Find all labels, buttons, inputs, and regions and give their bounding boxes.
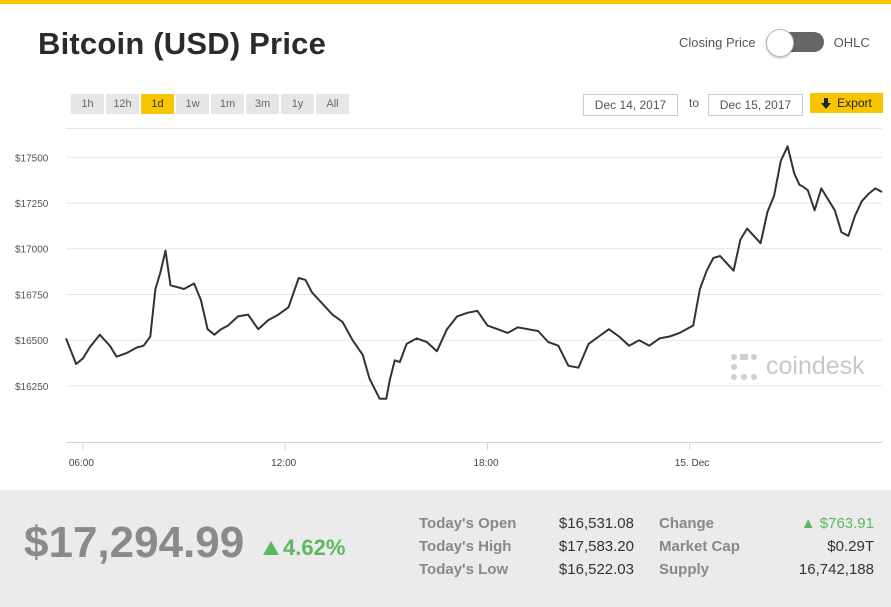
- stat-label: Today's Low: [419, 561, 509, 578]
- stat-value: $17,583.20: [558, 538, 634, 555]
- range-button-all[interactable]: All: [316, 94, 349, 114]
- range-button-1y[interactable]: 1y: [281, 94, 314, 114]
- page-title: Bitcoin (USD) Price: [38, 26, 327, 61]
- range-button-12h[interactable]: 12h: [106, 94, 139, 114]
- coindesk-wordmark: coindesk: [766, 352, 865, 380]
- coindesk-logo-icon: [731, 353, 757, 380]
- price-chart: $17500 $17250 $17000 $16750 $16500 $16250 06:…: [15, 128, 883, 469]
- up-triangle-icon: [263, 541, 279, 555]
- y-tick-label: $17000: [15, 245, 49, 256]
- toggle-knob[interactable]: [765, 29, 794, 57]
- stat-value: $763.91: [819, 515, 874, 532]
- x-tick-label: 06:00: [69, 458, 94, 469]
- stat-value: $16,522.03: [558, 561, 634, 578]
- percent-change-value: 4.62%: [283, 535, 346, 560]
- stat-row-market-cap: Market Cap $0.29T: [659, 535, 874, 558]
- stat-label: Today's High: [419, 538, 512, 555]
- price-line: [65, 145, 883, 400]
- price-summary-panel: $17,294.99 4.62% Today's Open $16,531.08 …: [0, 490, 891, 607]
- x-tick-label: 18:00: [473, 458, 498, 469]
- stat-row-open: Today's Open $16,531.08: [419, 512, 634, 535]
- stat-label: Change: [659, 515, 715, 532]
- stat-value: $0.29T: [827, 538, 874, 555]
- date-to-separator: to: [689, 96, 700, 110]
- top-accent-bar: [0, 0, 891, 4]
- stats-right: Change ▲ $763.91 Market Cap $0.29T Supply 1…: [659, 512, 874, 581]
- y-tick-label: $17250: [15, 199, 49, 210]
- price-mode-toggle-group: Closing Price OHLC: [679, 29, 870, 57]
- price-mode-toggle[interactable]: [765, 29, 824, 57]
- coindesk-watermark: coindesk: [730, 352, 865, 381]
- stat-label: Market Cap: [659, 538, 740, 555]
- ohlc-label[interactable]: OHLC: [833, 34, 870, 50]
- x-axis: 06:00 12:00 18:00 15. Dec: [66, 442, 882, 469]
- date-from-input[interactable]: Dec 14, 2017: [583, 94, 678, 116]
- stat-label: Today's Open: [419, 515, 517, 532]
- y-tick-label: $17500: [15, 153, 49, 164]
- stats-left: Today's Open $16,531.08 Today's High $17,5…: [419, 512, 634, 581]
- range-button-1w[interactable]: 1w: [176, 94, 209, 114]
- stat-row-high: Today's High $17,583.20: [419, 535, 634, 558]
- stat-label: Supply: [659, 561, 710, 578]
- y-tick-label: $16500: [15, 336, 49, 347]
- y-axis: $17500 $17250 $17000 $16750 $16500 $16250: [15, 153, 49, 393]
- closing-price-label[interactable]: Closing Price: [679, 34, 756, 50]
- percent-change: 4.62%: [263, 535, 345, 561]
- x-tick-label: 15. Dec: [675, 458, 709, 469]
- date-to-input[interactable]: Dec 15, 2017: [708, 94, 803, 116]
- current-price: $17,294.99: [24, 518, 245, 567]
- range-button-3m[interactable]: 3m: [246, 94, 279, 114]
- chart-grid: [66, 128, 882, 387]
- stat-value: $16,531.08: [558, 515, 634, 532]
- stat-row-supply: Supply 16,742,188: [659, 558, 874, 581]
- range-button-1d[interactable]: 1d: [141, 94, 174, 114]
- change-value: ▲ $763.91: [800, 515, 874, 532]
- y-tick-label: $16250: [15, 382, 49, 393]
- stat-row-change: Change ▲ $763.91: [659, 512, 874, 535]
- x-tick-label: 12:00: [271, 458, 296, 469]
- stat-row-low: Today's Low $16,522.03: [419, 558, 634, 581]
- stat-value: 16,742,188: [798, 561, 874, 578]
- export-button[interactable]: Export: [810, 93, 883, 113]
- range-button-1h[interactable]: 1h: [71, 94, 104, 114]
- export-label: Export: [837, 96, 872, 110]
- range-selector: 1h 12h 1d 1w 1m 3m 1y All: [71, 94, 349, 114]
- range-button-1m[interactable]: 1m: [211, 94, 244, 114]
- y-tick-label: $16750: [15, 290, 49, 301]
- download-arrow-icon: [821, 97, 832, 109]
